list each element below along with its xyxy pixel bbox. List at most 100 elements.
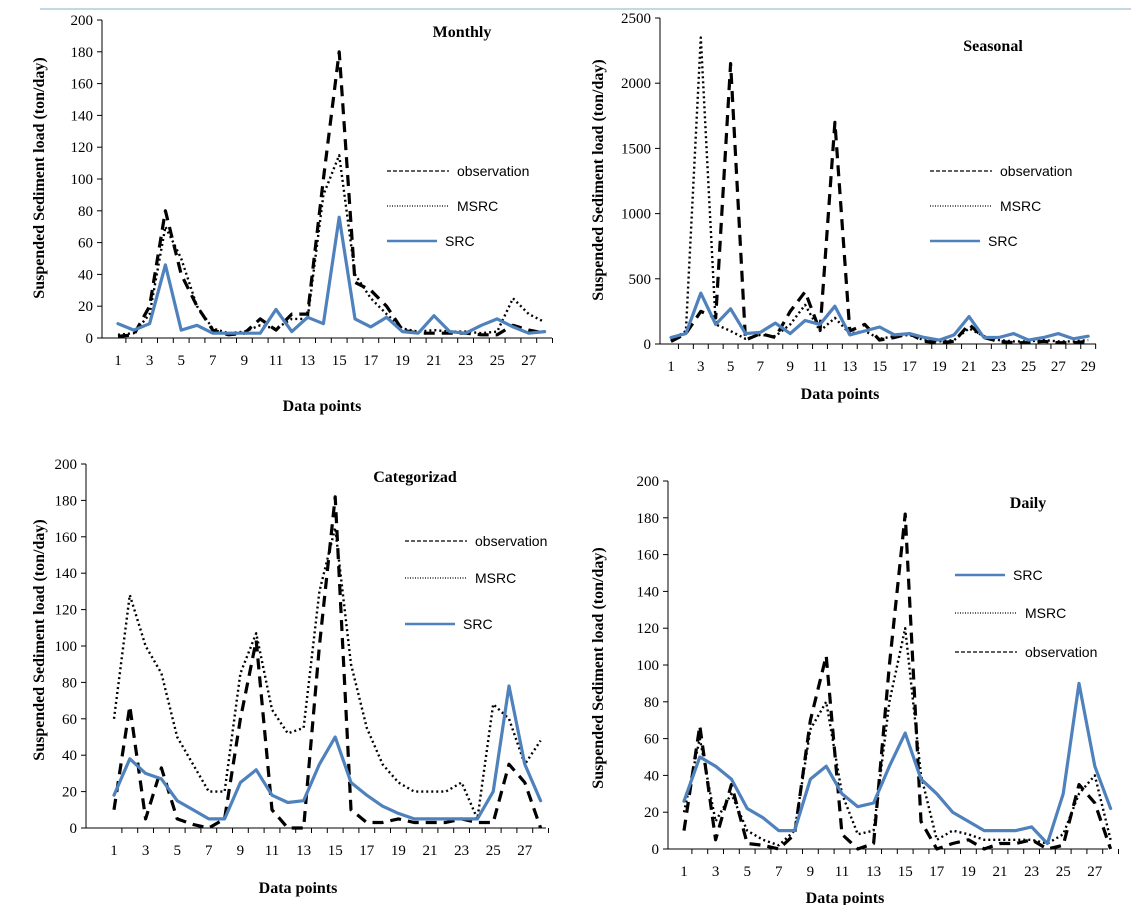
y-tick-label: 0 xyxy=(644,337,652,353)
x-tick-label: 27 xyxy=(521,353,537,369)
y-tick-label: 500 xyxy=(629,272,652,288)
y-tick-label: 20 xyxy=(644,805,659,821)
x-tick-label: 17 xyxy=(359,843,375,859)
series-line-observation xyxy=(117,50,545,338)
x-tick-label: 9 xyxy=(237,843,245,859)
x-axis-label: Data points xyxy=(801,386,880,403)
y-tick-label: 140 xyxy=(637,584,660,600)
x-tick-label: 3 xyxy=(146,353,154,369)
x-tick-label: 25 xyxy=(490,353,505,369)
x-tick-label: 5 xyxy=(727,359,735,375)
x-tick-label: 11 xyxy=(813,359,827,375)
y-tick-label: 20 xyxy=(62,785,77,801)
legend-label-observation: observation xyxy=(1025,644,1097,660)
chart-title: Monthly xyxy=(433,24,492,41)
x-axis-label: Data points xyxy=(806,890,885,905)
legend-label-src: SRC xyxy=(1013,567,1043,583)
x-axis-label: Data points xyxy=(283,398,362,415)
y-tick-label: 160 xyxy=(55,530,78,546)
x-tick-label: 27 xyxy=(1051,359,1067,375)
x-tick-label: 7 xyxy=(757,359,765,375)
x-axis-label: Data points xyxy=(259,880,338,897)
y-tick-label: 60 xyxy=(644,732,659,748)
x-tick-label: 5 xyxy=(743,864,751,880)
y-tick-label: 100 xyxy=(637,658,660,674)
x-tick-label: 21 xyxy=(962,359,977,375)
x-tick-label: 13 xyxy=(300,353,315,369)
legend: SRC MSRC observation xyxy=(955,567,1097,660)
legend-label-src: SRC xyxy=(463,616,493,632)
x-tick-label: 21 xyxy=(427,353,442,369)
x-tick-label: 23 xyxy=(1024,864,1039,880)
y-tick-label: 0 xyxy=(70,821,78,837)
y-tick-label: 80 xyxy=(644,695,659,711)
x-tick-label: 23 xyxy=(458,353,473,369)
y-tick-label: 60 xyxy=(78,236,93,252)
y-axis-label: Suspended Sediment load (ton/day) xyxy=(31,57,48,298)
x-tick-label: 9 xyxy=(786,359,794,375)
x-tick-label: 7 xyxy=(775,864,783,880)
x-tick-label: 15 xyxy=(328,843,343,859)
y-tick-label: 80 xyxy=(78,204,93,220)
legend: observation MSRC SRC xyxy=(405,533,547,632)
series-line-src xyxy=(682,681,1113,846)
x-tick-label: 7 xyxy=(209,353,217,369)
x-tick-label: 29 xyxy=(1081,359,1096,375)
y-tick-label: 100 xyxy=(71,172,94,188)
x-tick-label: 1 xyxy=(667,359,675,375)
x-tick-label: 5 xyxy=(177,353,185,369)
x-tick-label: 1 xyxy=(110,843,118,859)
x-tick-label: 11 xyxy=(835,864,849,880)
x-tick-label: 11 xyxy=(265,843,279,859)
x-tick-label: 25 xyxy=(486,843,501,859)
x-tick-label: 15 xyxy=(898,864,913,880)
x-tick-label: 25 xyxy=(1021,359,1036,375)
y-tick-label: 2000 xyxy=(621,76,651,92)
y-axis-label: Suspended Sediment load (ton/day) xyxy=(590,547,607,788)
series-line-src xyxy=(116,215,547,335)
series-line-src xyxy=(112,684,543,821)
legend-label-observation: observation xyxy=(457,163,529,179)
x-tick-label: 17 xyxy=(363,353,379,369)
x-tick-label: 17 xyxy=(902,359,918,375)
y-tick-label: 200 xyxy=(637,474,660,490)
series-line-observation xyxy=(682,512,1113,851)
x-tick-label: 1 xyxy=(680,864,688,880)
legend-label-observation: observation xyxy=(1000,163,1072,179)
y-axis-label: Suspended Sediment load (ton/day) xyxy=(590,59,607,300)
y-tick-label: 200 xyxy=(71,13,94,29)
x-tick-label: 25 xyxy=(1056,864,1071,880)
series-line-msrc xyxy=(117,153,546,336)
chart-title: Categorizad xyxy=(373,469,457,486)
x-tick-label: 9 xyxy=(807,864,815,880)
x-tick-label: 19 xyxy=(932,359,947,375)
x-tick-label: 3 xyxy=(712,864,720,880)
x-tick-label: 15 xyxy=(332,353,347,369)
y-tick-label: 120 xyxy=(71,140,94,156)
x-tick-label: 3 xyxy=(142,843,150,859)
y-tick-label: 1000 xyxy=(621,207,651,223)
legend-label-src: SRC xyxy=(988,233,1018,249)
y-tick-label: 140 xyxy=(55,566,78,582)
x-tick-label: 27 xyxy=(1087,864,1103,880)
y-tick-label: 20 xyxy=(78,299,93,315)
y-tick-label: 40 xyxy=(644,768,659,784)
legend-label-observation: observation xyxy=(475,533,547,549)
x-tick-label: 21 xyxy=(423,843,438,859)
legend-label-msrc: MSRC xyxy=(1025,605,1066,621)
x-tick-label: 9 xyxy=(241,353,249,369)
y-tick-label: 0 xyxy=(652,842,660,858)
y-tick-label: 40 xyxy=(62,748,77,764)
legend-label-src: SRC xyxy=(445,233,475,249)
y-tick-label: 60 xyxy=(62,712,77,728)
y-axis-label: Suspended Sediment load (ton/day) xyxy=(31,519,48,760)
x-tick-label: 19 xyxy=(961,864,976,880)
y-tick-label: 160 xyxy=(71,77,94,93)
y-tick-label: 180 xyxy=(71,45,94,61)
x-tick-label: 13 xyxy=(866,864,881,880)
series-line-src xyxy=(669,291,1090,342)
